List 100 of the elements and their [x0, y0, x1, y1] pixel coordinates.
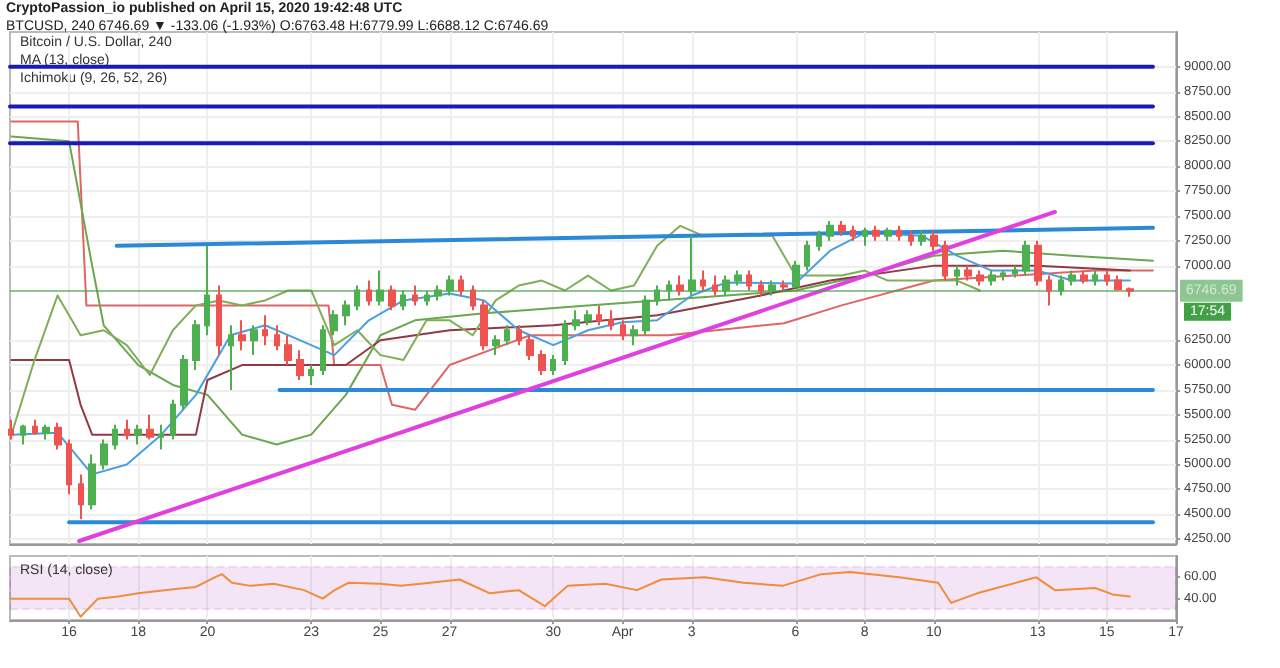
candlestick	[32, 418, 38, 436]
candlestick	[608, 309, 614, 332]
candlestick	[330, 309, 338, 337]
candlestick	[562, 319, 568, 367]
candlestick	[850, 224, 856, 242]
candlestick	[630, 324, 638, 347]
candlestick	[1068, 269, 1076, 287]
candlestick	[804, 239, 810, 272]
candlestick	[342, 299, 350, 327]
line-series	[10, 231, 1131, 476]
candlestick	[700, 269, 706, 292]
candlestick	[400, 289, 406, 312]
candlestick	[250, 324, 258, 357]
candlestick	[734, 269, 742, 287]
candlestick	[388, 284, 396, 312]
candlestick	[1092, 269, 1098, 287]
candlestick	[896, 224, 902, 242]
candlestick	[768, 279, 776, 297]
candlestick	[216, 284, 222, 357]
candlestick	[838, 219, 846, 237]
candlestick	[1114, 274, 1122, 292]
candlestick	[722, 274, 730, 297]
candlestick	[1034, 239, 1042, 287]
candlestick	[862, 226, 868, 247]
candlestick	[66, 438, 72, 496]
candlestick	[872, 224, 880, 242]
candlestick	[458, 274, 464, 297]
candlestick	[688, 234, 696, 297]
candlestick	[676, 274, 684, 297]
candlestick	[284, 334, 292, 367]
candlestick	[412, 284, 418, 307]
candlestick	[424, 289, 430, 307]
candlestick	[526, 334, 534, 362]
candlestick	[434, 284, 442, 302]
candlestick	[170, 398, 176, 441]
candlestick	[146, 413, 154, 441]
candlestick	[976, 269, 984, 287]
candlestick	[54, 421, 62, 451]
candlestick	[354, 284, 360, 312]
candlestick	[908, 229, 914, 247]
candlestick	[1046, 274, 1052, 307]
candlestick	[238, 319, 246, 352]
candlestick	[954, 264, 960, 287]
candlestick	[550, 354, 556, 376]
candlestick	[666, 279, 672, 302]
line-series	[10, 120, 1154, 411]
candlestick	[884, 226, 892, 242]
candlestick	[180, 354, 188, 411]
candlestick	[366, 279, 372, 307]
candlestick	[988, 269, 996, 287]
candlestick	[930, 229, 938, 252]
candlestick	[100, 438, 108, 471]
candlestick	[964, 264, 972, 282]
candlestick	[274, 324, 280, 352]
candlestick	[1080, 269, 1088, 285]
candlestick	[376, 269, 384, 307]
candlestick	[780, 279, 788, 292]
candlestick	[112, 423, 118, 451]
candlestick	[758, 279, 764, 297]
candlestick	[262, 314, 268, 347]
candlestick	[516, 324, 522, 347]
candlestick	[446, 274, 454, 297]
candlestick	[584, 309, 592, 327]
candlestick	[8, 418, 14, 441]
candlestick	[228, 324, 234, 391]
candlestick	[1058, 274, 1064, 297]
line-series	[10, 264, 1131, 436]
candlestick	[88, 453, 96, 511]
candlestick	[792, 259, 800, 289]
candlestick	[470, 284, 476, 312]
candlestick	[596, 304, 602, 327]
candlestick	[826, 219, 834, 242]
candlestick	[1012, 264, 1018, 279]
candlestick	[746, 269, 752, 292]
candlestick	[654, 284, 660, 307]
candlestick	[1022, 239, 1030, 277]
candlestick	[192, 319, 200, 372]
candlestick	[1000, 269, 1006, 282]
candlestick	[320, 324, 326, 376]
candlestick	[158, 423, 164, 451]
candlestick	[492, 334, 500, 357]
candlestick	[42, 423, 50, 441]
candlestick	[712, 274, 718, 297]
candlestick	[572, 309, 580, 332]
candlestick	[538, 349, 546, 376]
candlestick	[816, 229, 822, 252]
candlestick	[942, 239, 948, 282]
line-series	[10, 135, 1154, 446]
candlestick	[20, 423, 26, 446]
candlestick	[642, 294, 650, 337]
candlestick	[78, 473, 84, 521]
candlestick	[1104, 269, 1110, 287]
candlestick	[620, 319, 626, 342]
candlestick	[480, 299, 488, 352]
candlestick	[308, 364, 314, 386]
candlestick	[134, 423, 142, 446]
candlestick	[504, 324, 510, 347]
candlestick	[1126, 286, 1134, 298]
candlestick	[204, 244, 210, 337]
candlestick	[124, 418, 130, 441]
